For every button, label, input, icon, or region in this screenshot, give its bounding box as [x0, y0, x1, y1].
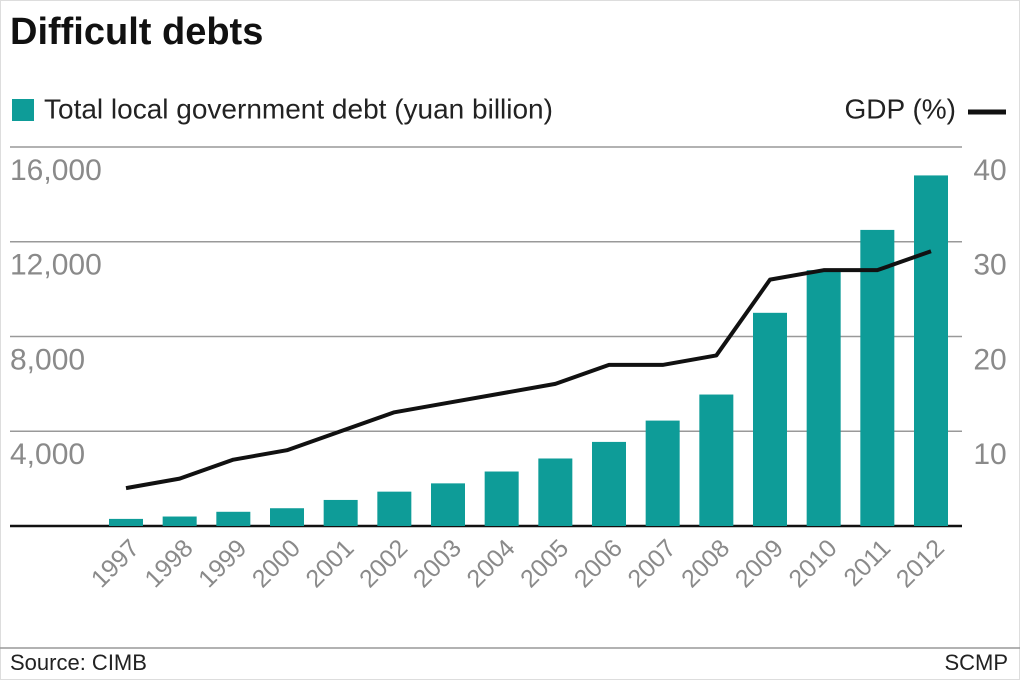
x-tick-label: 1998 [139, 534, 198, 593]
x-tick-label: 2003 [408, 534, 467, 593]
x-tick-label: 2008 [676, 534, 735, 593]
bar [109, 518, 143, 526]
bar [914, 175, 948, 527]
bar [216, 511, 251, 526]
y-tick-label: 4,000 [10, 438, 85, 471]
x-tick-label: 2000 [247, 534, 306, 593]
x-tick-label: 1999 [193, 534, 252, 593]
bar [323, 499, 358, 526]
bar [162, 516, 197, 526]
x-tick-label: 2010 [783, 534, 842, 593]
x-tick-label: 2005 [515, 534, 574, 593]
y2-tick-label: 40 [973, 154, 1006, 187]
x-tick-label: 2004 [461, 534, 520, 593]
credit: SCMP [944, 650, 1008, 675]
bar [645, 420, 680, 526]
bar [806, 270, 841, 526]
y2-tick-label: 20 [973, 343, 1006, 376]
x-tick-label: 2011 [838, 534, 896, 592]
bar [699, 394, 734, 526]
bar [538, 458, 573, 526]
legend-label: GDP (%) [845, 93, 957, 124]
bar [377, 491, 412, 526]
x-tick-label: 2002 [354, 534, 413, 593]
y2-tick-label: 10 [973, 438, 1006, 471]
bar [753, 312, 787, 526]
chart-title: Difficult debts [10, 11, 263, 53]
bar [860, 229, 895, 526]
y-tick-label: 8,000 [10, 343, 85, 376]
bar [592, 441, 626, 526]
x-tick-label: 1997 [86, 534, 145, 593]
source: Source: CIMB [10, 650, 147, 675]
legend-label: Total local government debt (yuan billio… [44, 93, 553, 124]
bar [270, 508, 304, 526]
bar [431, 483, 465, 526]
x-tick-label: 2007 [622, 534, 681, 593]
x-tick-label: 2006 [569, 534, 628, 593]
legend-swatch [12, 99, 34, 121]
x-tick-label: 2009 [730, 534, 789, 593]
line [125, 249, 932, 491]
y-tick-label: 16,000 [10, 154, 102, 187]
x-tick-label: 2012 [891, 534, 950, 593]
y2-tick-label: 30 [973, 249, 1006, 282]
bar [484, 471, 519, 526]
x-tick-label: 2001 [300, 534, 359, 593]
y-tick-label: 12,000 [10, 249, 102, 282]
